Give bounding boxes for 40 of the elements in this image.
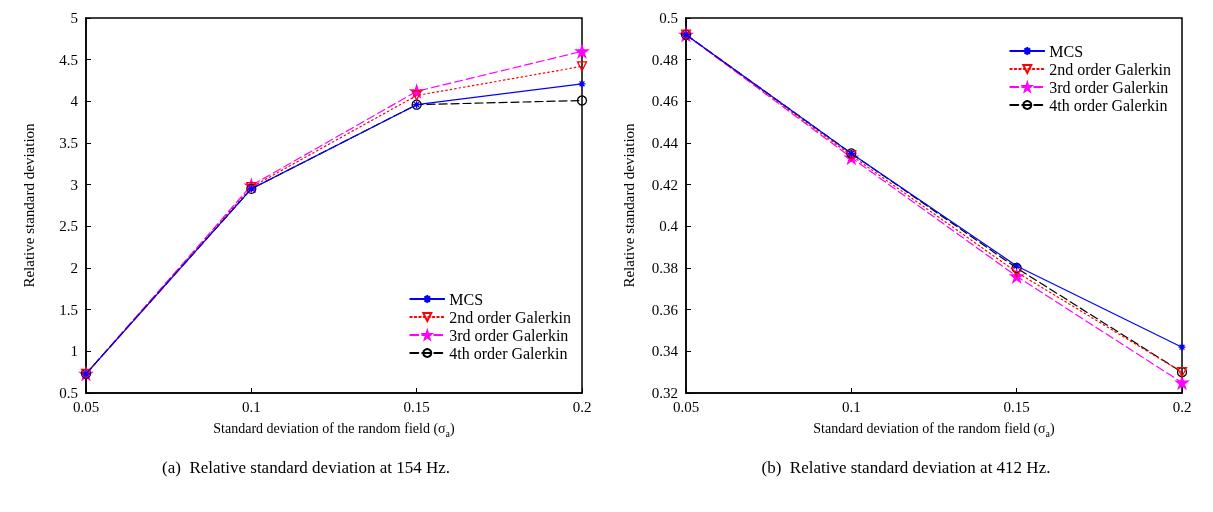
legend-label: 3rd order Galerkin	[1049, 78, 1169, 96]
x-tick-label: 0.05	[672, 398, 700, 415]
legend-label: 4th order Galerkin	[449, 344, 568, 362]
y-tick-label: 1	[70, 343, 78, 360]
y-tick-label: 1.5	[59, 301, 78, 318]
legend-label: 2nd order Galerkin	[449, 308, 571, 326]
y-tick-label: 0.42	[651, 176, 678, 193]
y-tick-label: 0.5	[59, 385, 78, 401]
legend-label: 4th order Galerkin	[1049, 96, 1168, 114]
y-tick-label: 0.34	[651, 343, 679, 360]
y-tick-label: 3.5	[59, 135, 78, 151]
y-tick-label: 0.4	[659, 218, 679, 235]
y-tick-label: 2.5	[59, 218, 78, 235]
y-tick-label: 0.44	[651, 135, 679, 151]
y-axis-title: Relative standard deviation	[620, 122, 637, 288]
x-tick-label: 0.05	[72, 398, 100, 415]
y-tick-label: 4	[70, 93, 79, 110]
y-tick-label: 4.5	[59, 51, 78, 68]
legend-label: 3rd order Galerkin	[449, 326, 569, 344]
y-axis-title: Relative standard deviation	[20, 122, 37, 288]
legend-label: MCS	[449, 290, 484, 308]
legend-label: MCS	[1049, 42, 1084, 60]
y-tick-label: 0.48	[651, 51, 678, 68]
y-tick-label: 0.32	[651, 385, 678, 401]
x-tick-label: 0.2	[572, 398, 592, 415]
y-tick-label: 0.5	[659, 10, 678, 26]
x-tick-label: 0.1	[841, 398, 861, 415]
y-tick-label: 0.36	[651, 301, 679, 318]
y-tick-label: 5	[70, 10, 78, 26]
legend-label: 2nd order Galerkin	[1049, 60, 1171, 78]
y-tick-label: 0.46	[651, 93, 679, 110]
x-tick-label: 0.1	[241, 398, 261, 415]
y-tick-label: 0.38	[651, 260, 678, 276]
x-tick-label: 0.15	[403, 398, 430, 415]
text: (b) Relative standard deviation at 412 Hz.	[760, 458, 1052, 478]
x-tick-label: 0.15	[1003, 398, 1030, 415]
text: (a) Relative standard deviation at 154 Hz.	[161, 458, 451, 478]
y-tick-label: 3	[70, 176, 78, 193]
y-tick-label: 2	[70, 260, 78, 276]
x-tick-label: 0.2	[1172, 398, 1192, 415]
